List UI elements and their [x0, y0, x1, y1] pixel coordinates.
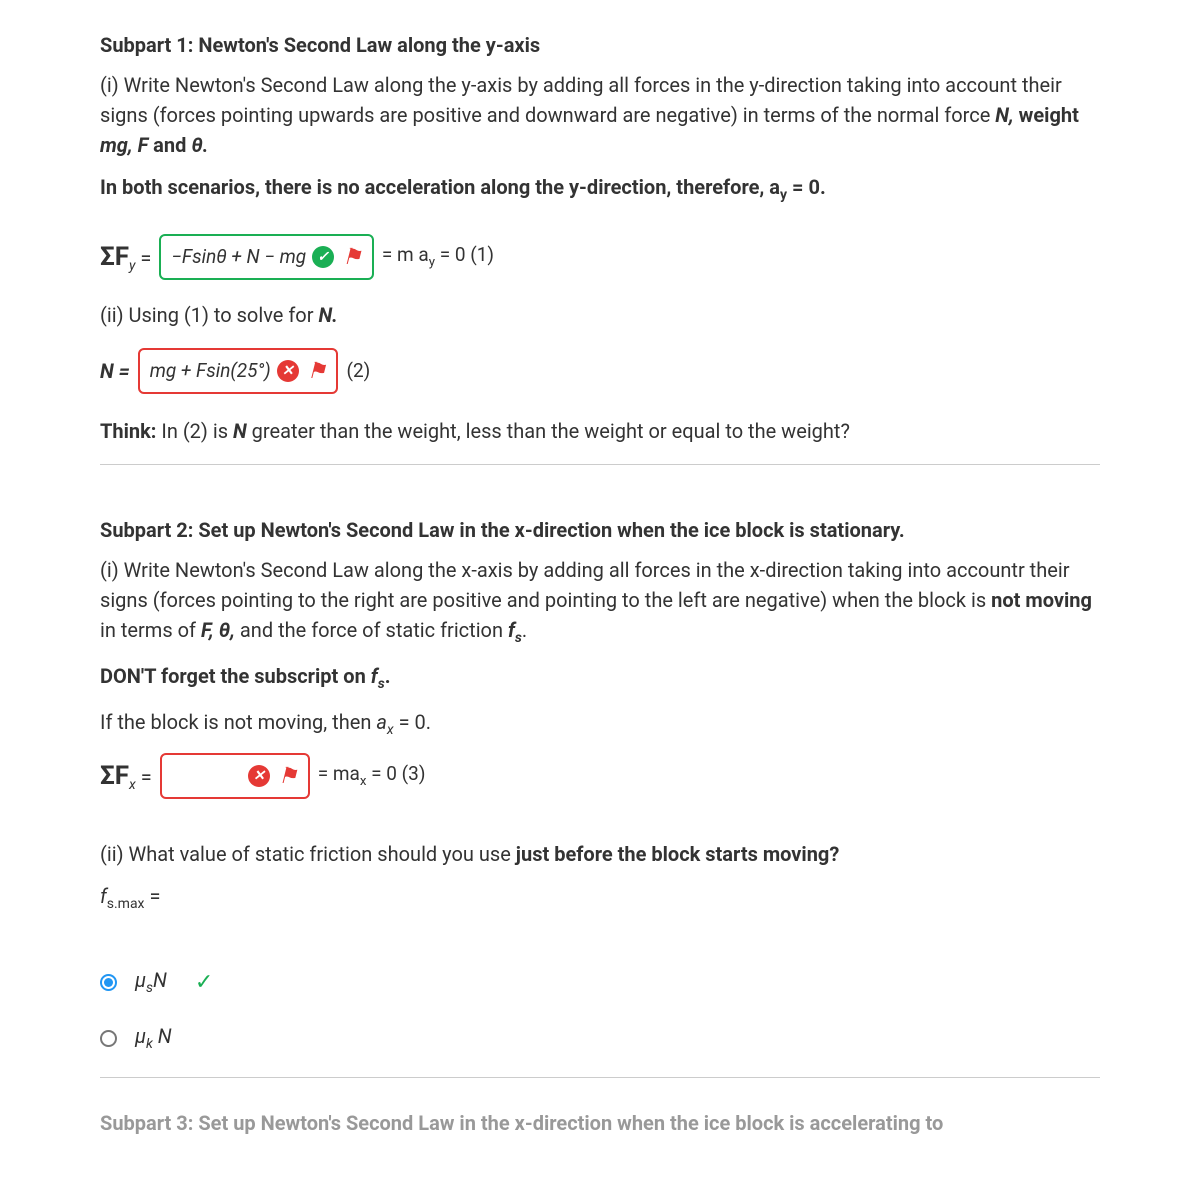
subpart2-p4-bold: just before the block starts moving? — [516, 842, 840, 866]
subpart1-p3: (ii) Using (1) to solve for N. — [100, 300, 1100, 330]
think-label: Think: — [100, 419, 161, 443]
term-weight: weight — [1019, 103, 1079, 127]
subpart2-p2-text: DON'T forget the subscript on — [100, 664, 371, 688]
eq1-eq: = — [135, 246, 151, 270]
term-mg: mg, — [100, 133, 138, 157]
subpart2-p2-fs-sub: s — [378, 676, 385, 692]
radio2-post: N — [153, 1024, 172, 1048]
think-text-pre: In (2) is — [161, 419, 233, 443]
term-theta: θ. — [191, 133, 208, 157]
think-text-post: greater than the weight, less than the w… — [247, 419, 850, 443]
check-icon: ✓ — [312, 246, 334, 268]
radio1-sub: s — [146, 980, 153, 996]
equation-3-row: ΣFx = ✕ ⚑ = max = 0 (3) — [100, 753, 1100, 799]
subpart1-p2-pre: In both scenarios, there is no accelerat… — [100, 175, 780, 199]
eq3-rhs: = max = 0 (3) — [318, 760, 426, 792]
radio2-mu: μ — [135, 1024, 146, 1048]
radio1-label: μsN — [135, 965, 167, 999]
eq3-rhs-post: = 0 (3) — [366, 762, 425, 785]
subpart2-p3-post: = 0. — [394, 710, 431, 734]
eq2-answer-text: mg + Fsin(25°) — [150, 357, 271, 386]
radio-unselected-icon[interactable] — [100, 1030, 117, 1047]
subpart2-p3-var: a — [376, 710, 387, 734]
radio-selected-icon[interactable] — [100, 974, 117, 991]
fsmax-sub: s.max — [107, 896, 145, 912]
eq1-answer-text: −Fsinθ + N − mg — [171, 243, 306, 272]
radio-group-friction: μsN ✓ μk N — [100, 965, 1100, 1055]
subpart2-p1-a: (i) Write Newton's Second Law along the … — [100, 558, 1069, 612]
subpart2-p1-c: and the force of static friction — [240, 618, 508, 642]
flag-icon[interactable]: ⚑ — [278, 760, 298, 793]
subpart2-p3-sub: x — [387, 722, 394, 738]
sigma-icon: ΣF — [100, 242, 129, 272]
subpart2-p2-fs: f — [371, 664, 378, 688]
eq2-answer-box[interactable]: mg + Fsin(25°) ✕ ⚑ — [138, 348, 339, 394]
subpart2-p4-pre: (ii) What value of static friction shoul… — [100, 842, 516, 866]
subpart3-heading-cut: Subpart 3: Set up Newton's Second Law in… — [100, 1108, 1100, 1138]
subpart2-p2-dot: . — [385, 664, 391, 688]
subpart2-p1-b: in terms of — [100, 618, 201, 642]
subpart2-p1: (i) Write Newton's Second Law along the … — [100, 555, 1100, 649]
cross-icon: ✕ — [277, 360, 299, 382]
eq1-rhs-pre: = m a — [382, 243, 429, 266]
subpart1-p1-text: (i) Write Newton's Second Law along the … — [100, 73, 1062, 127]
subpart2-p3-pre: If the block is not moving, then — [100, 710, 376, 734]
subpart1-p2-sub: y — [780, 187, 787, 203]
eq1-rhs: = m ay = 0 (1) — [382, 241, 494, 273]
subpart1-p3-var: N. — [318, 303, 337, 327]
subpart2-p1-fs-sub: s — [515, 630, 522, 646]
section-divider — [100, 1077, 1100, 1078]
section-divider — [100, 464, 1100, 465]
subpart2-heading: Subpart 2: Set up Newton's Second Law in… — [100, 515, 1100, 545]
subpart1-p1: (i) Write Newton's Second Law along the … — [100, 70, 1100, 160]
subpart1-p2: In both scenarios, there is no accelerat… — [100, 172, 1100, 206]
subpart1-p2-post: = 0. — [787, 175, 826, 199]
subpart2-p1-fs: f — [508, 618, 515, 642]
subpart2-p1-vars: F, θ, — [201, 618, 240, 642]
correct-check-icon: ✓ — [195, 966, 213, 999]
eq3-sub: x — [129, 777, 136, 793]
flag-icon[interactable]: ⚑ — [342, 241, 362, 274]
equation-1-row: ΣFy = −Fsinθ + N − mg ✓ ⚑ = m ay = 0 (1) — [100, 234, 1100, 280]
eq3-eq: = — [136, 765, 152, 789]
radio-option-mus-n[interactable]: μsN ✓ — [100, 965, 1100, 999]
subpart2-p1-dot: . — [522, 618, 527, 642]
radio2-label: μk N — [135, 1021, 172, 1055]
subpart2-p2: DON'T forget the subscript on fs. — [100, 661, 1100, 695]
flag-icon[interactable]: ⚑ — [307, 355, 327, 388]
eq1-answer-box[interactable]: −Fsinθ + N − mg ✓ ⚑ — [159, 234, 373, 280]
radio-option-muk-n[interactable]: μk N — [100, 1021, 1100, 1055]
cross-icon: ✕ — [248, 765, 270, 787]
subpart1-p3-pre: (ii) Using (1) to solve for — [100, 303, 318, 327]
fsmax-f: f — [100, 884, 107, 908]
radio2-sub: k — [146, 1036, 153, 1052]
subpart2-p3: If the block is not moving, then ax = 0. — [100, 707, 1100, 741]
subpart2-p1-bold: not moving — [991, 588, 1092, 612]
fsmax-label: fs.max = — [100, 881, 1100, 915]
eq2-num: (2) — [346, 357, 370, 386]
sigma-icon: ΣF — [100, 761, 129, 791]
eq1-rhs-post: = 0 (1) — [435, 243, 494, 266]
radio1-post: N — [153, 968, 167, 992]
term-N: N, — [995, 103, 1018, 127]
eq1-lhs: ΣFy = — [100, 238, 151, 277]
subpart1-heading: Subpart 1: Newton's Second Law along the… — [100, 30, 1100, 60]
term-and: and — [153, 133, 191, 157]
subpart2-p4: (ii) What value of static friction shoul… — [100, 839, 1100, 869]
eq3-lhs: ΣFx = — [100, 757, 152, 796]
eq3-answer-box[interactable]: ✕ ⚑ — [160, 753, 310, 799]
radio1-mu: μ — [135, 968, 146, 992]
eq2-lhs: N = — [100, 356, 130, 386]
think-prompt: Think: In (2) is N greater than the weig… — [100, 416, 1100, 446]
equation-2-row: N = mg + Fsin(25°) ✕ ⚑ (2) — [100, 348, 1100, 394]
fsmax-eq: = — [145, 884, 161, 908]
think-var: N — [233, 419, 247, 443]
eq3-rhs-pre: = ma — [318, 762, 360, 785]
term-F: F — [138, 133, 154, 157]
